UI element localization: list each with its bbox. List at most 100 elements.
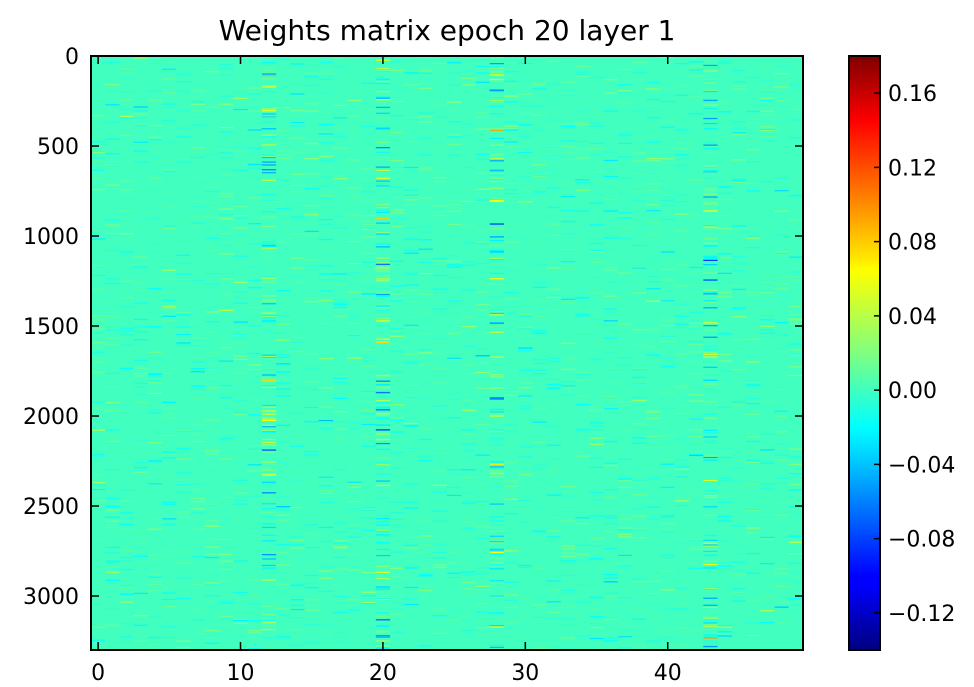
heatmap-cell xyxy=(475,332,490,334)
heatmap-cell xyxy=(503,134,519,136)
heatmap-cell xyxy=(147,497,163,499)
heatmap-cell xyxy=(518,405,533,408)
heatmap-cell xyxy=(375,341,391,343)
heatmap-cell xyxy=(176,517,191,519)
heatmap-cell xyxy=(261,622,277,624)
heatmap-cell xyxy=(774,65,789,67)
heatmap-cell xyxy=(333,178,348,180)
heatmap-cell xyxy=(204,216,220,218)
heatmap-cell xyxy=(560,146,576,148)
heatmap-cell xyxy=(333,411,348,413)
heatmap-cell xyxy=(646,210,661,212)
heatmap-cell xyxy=(489,432,504,434)
heatmap-cell xyxy=(105,282,120,285)
heatmap-cell xyxy=(247,381,262,384)
heatmap-cell xyxy=(204,636,220,638)
heatmap-cell xyxy=(447,562,462,564)
heatmap-cell xyxy=(788,119,803,121)
heatmap-cell xyxy=(589,499,604,501)
heatmap-cell xyxy=(418,349,433,351)
heatmap-cell xyxy=(133,113,148,115)
heatmap-cell xyxy=(432,265,447,267)
heatmap-cell xyxy=(347,283,362,286)
heatmap-cell xyxy=(746,436,761,438)
heatmap-cell xyxy=(247,527,262,529)
heatmap-cell xyxy=(746,182,761,185)
heatmap-cell xyxy=(375,578,391,580)
heatmap-cell xyxy=(190,547,205,550)
heatmap-cell xyxy=(190,358,205,360)
heatmap-cell xyxy=(546,187,561,189)
heatmap-cell xyxy=(204,469,220,471)
heatmap-cell xyxy=(489,595,504,597)
heatmap-cell xyxy=(375,342,391,344)
heatmap-cell xyxy=(703,506,718,508)
heatmap-cell xyxy=(261,374,277,376)
heatmap-cell xyxy=(91,453,106,456)
heatmap-cell xyxy=(546,618,561,620)
heatmap-cell xyxy=(703,64,718,67)
heatmap-cell xyxy=(489,96,504,99)
heatmap-cell xyxy=(703,242,718,245)
heatmap-cell xyxy=(788,318,803,320)
heatmap-cell xyxy=(489,461,504,463)
heatmap-cell xyxy=(717,215,732,217)
heatmap-cell xyxy=(774,177,789,179)
heatmap-cell xyxy=(532,372,547,375)
heatmap-cell xyxy=(133,331,148,333)
heatmap-cell xyxy=(204,453,220,455)
heatmap-cell xyxy=(261,136,277,138)
heatmap-cell xyxy=(447,619,462,621)
heatmap-cell xyxy=(91,328,106,330)
heatmap-cell xyxy=(418,67,433,69)
heatmap-cell xyxy=(219,63,234,66)
heatmap-cell xyxy=(489,160,504,162)
heatmap-cell xyxy=(760,99,775,101)
heatmap-cell xyxy=(703,587,718,590)
heatmap-cell xyxy=(176,443,191,445)
heatmap-cell xyxy=(461,629,476,632)
heatmap-cell xyxy=(91,151,106,153)
heatmap-cell xyxy=(518,108,533,111)
heatmap-cell xyxy=(746,235,761,237)
heatmap-cell xyxy=(717,353,732,356)
heatmap-cell xyxy=(318,78,334,80)
heatmap-cell xyxy=(190,116,205,119)
heatmap-cell xyxy=(603,446,618,448)
heatmap-cell xyxy=(404,384,419,386)
heatmap-cell xyxy=(489,296,504,298)
heatmap-cell xyxy=(261,386,277,388)
heatmap-cell xyxy=(717,60,732,62)
heatmap-cell xyxy=(190,280,205,282)
heatmap-cell xyxy=(105,339,120,342)
heatmap-cell xyxy=(731,574,747,576)
heatmap-cell xyxy=(489,278,504,280)
heatmap-cell xyxy=(119,367,134,370)
heatmap-cell xyxy=(603,295,618,297)
heatmap-cell xyxy=(418,589,433,592)
heatmap-cell xyxy=(746,379,761,382)
heatmap-cell xyxy=(475,500,490,503)
heatmap-cell xyxy=(361,200,376,202)
heatmap-cell xyxy=(190,592,205,594)
heatmap-cell xyxy=(646,363,661,365)
heatmap-cell xyxy=(560,94,576,96)
heatmap-cell xyxy=(617,527,633,529)
heatmap-cell xyxy=(375,383,391,386)
heatmap-cell xyxy=(560,357,576,359)
heatmap-cell xyxy=(390,601,405,603)
heatmap-cell xyxy=(632,396,647,399)
heatmap-cell xyxy=(646,506,661,508)
heatmap-cell xyxy=(589,466,604,468)
heatmap-cell xyxy=(176,262,191,264)
heatmap-cell xyxy=(660,447,675,449)
heatmap-cell xyxy=(447,204,462,206)
heatmap-cell xyxy=(489,309,504,311)
heatmap-cell xyxy=(219,624,234,626)
heatmap-cell xyxy=(261,534,277,536)
heatmap-cell xyxy=(475,291,490,294)
heatmap-cell xyxy=(404,483,419,485)
heatmap-cell xyxy=(774,515,789,517)
heatmap-cell xyxy=(390,350,405,353)
heatmap-cell xyxy=(418,468,433,470)
